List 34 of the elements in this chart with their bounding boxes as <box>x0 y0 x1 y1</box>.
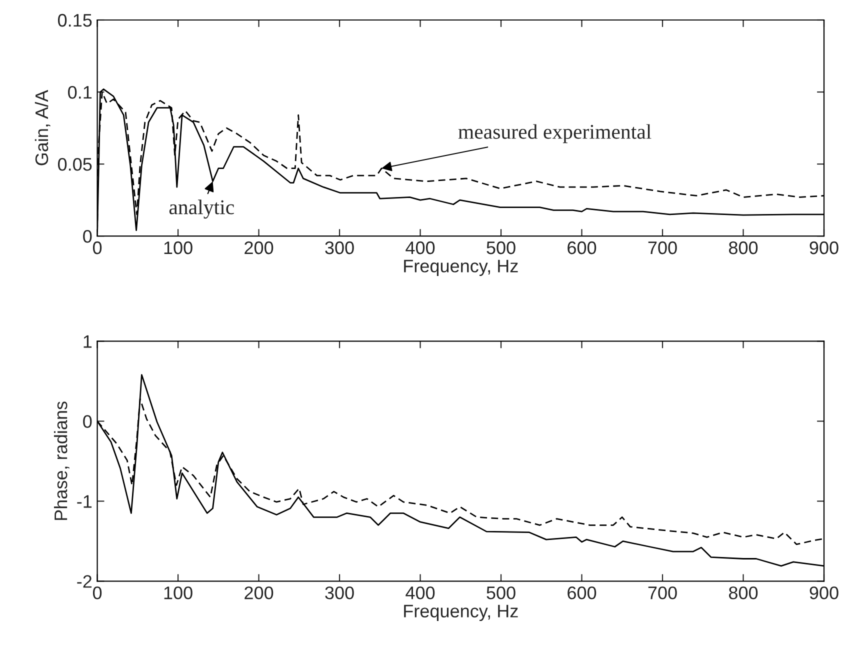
x-axis-title: Frequency, Hz <box>404 604 518 622</box>
y-tick-label: 0.05 <box>58 158 92 171</box>
x-tick-label: 0 <box>92 241 102 254</box>
x-tick-label: 0 <box>92 586 102 600</box>
x-tick-label: 400 <box>406 241 435 254</box>
x-tick-label: 200 <box>244 241 274 254</box>
x-tick-label: 600 <box>568 586 596 600</box>
y-tick-label: 1 <box>84 335 92 348</box>
x-tick-label: 800 <box>728 586 758 600</box>
x-tick-label: 300 <box>325 586 354 600</box>
x-axis-title: Frequency, Hz <box>404 260 518 276</box>
x-tick-label: 200 <box>244 586 274 600</box>
y-tick-label: -1 <box>77 495 92 508</box>
annotation: analytic <box>169 200 234 219</box>
x-tick-label: 500 <box>486 586 516 600</box>
y-tick-label: 0 <box>83 415 92 428</box>
x-tick-label: 100 <box>164 586 192 600</box>
x-tick-label: 900 <box>810 241 838 254</box>
x-tick-label: 300 <box>325 241 354 254</box>
y-tick-label: 0 <box>83 230 92 243</box>
y-tick-label: 0.1 <box>68 86 92 99</box>
y-tick-label: -2 <box>77 575 92 588</box>
x-tick-label: 500 <box>486 241 516 254</box>
x-tick-label: 900 <box>810 586 838 600</box>
x-tick-label: 800 <box>728 241 758 254</box>
x-tick-label: 100 <box>164 241 192 254</box>
x-tick-label: 700 <box>648 241 677 254</box>
x-tick-label: 400 <box>406 586 435 600</box>
y-axis-title: Gain, A/A <box>34 90 50 166</box>
y-tick-label: 0.15 <box>58 14 92 27</box>
y-axis-title: Phase, radians <box>54 402 70 520</box>
x-tick-label: 600 <box>568 241 596 254</box>
annotation: measured experimental <box>458 124 652 144</box>
x-tick-label: 700 <box>648 586 677 600</box>
